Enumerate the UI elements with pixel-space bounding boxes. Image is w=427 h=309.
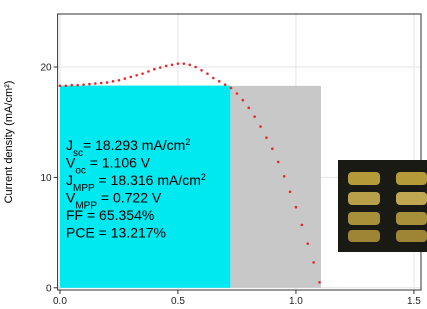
data-point [141,72,144,75]
page: {"chart_data": {"type": "scatter", "y_la… [0,0,427,309]
data-point [159,66,162,69]
y-tick-label: 10 [40,173,52,184]
data-point [218,80,221,83]
y-tick-label: 0 [46,283,52,294]
y-axis-label: Current density (mA/cm²) [3,81,15,204]
data-point [301,224,304,227]
data-point [135,74,138,77]
data-point [200,69,203,72]
annotation-part: 2 [185,137,190,147]
data-point [318,281,321,284]
annotation-part: J [66,172,73,188]
annotation-part: MPP [73,183,95,194]
data-point [247,107,250,110]
data-point [106,81,109,84]
data-point [271,147,274,150]
annotation-part: J [66,137,73,153]
annotation-part: = 1.106 V [86,155,151,171]
data-point [206,72,209,75]
annotation: FF = 65.354% [66,207,154,223]
data-point [306,242,309,245]
data-point [153,68,156,71]
data-point [94,82,97,85]
area-box [230,86,321,288]
data-point [59,84,62,87]
data-point [76,84,79,87]
data-point [70,84,73,87]
data-point [129,76,132,79]
y-tick-label: 20 [40,62,52,73]
data-point [88,83,91,86]
data-point [242,99,245,102]
annotation-part: = 0.722 V [97,190,162,206]
data-point [100,82,103,85]
annotation-part: oc [75,165,86,176]
annotation-part: FF = 65.354% [66,207,154,223]
data-point [65,84,68,87]
data-point [112,80,115,83]
data-point [312,261,315,264]
data-point [253,115,256,118]
data-point [177,62,180,65]
annotation-part: 2 [201,172,206,182]
data-point [277,161,280,164]
device-photo [338,160,427,252]
data-point [165,65,168,68]
x-tick-label: 0.0 [53,296,67,307]
annotation-part: = 18.293 mA/cm [83,137,185,153]
x-tick-label: 0.5 [171,296,185,307]
annotation-part: PCE = 13.217% [66,225,166,241]
data-point [295,206,298,209]
data-point [82,83,85,86]
data-point [265,136,268,139]
data-point [283,175,286,178]
data-point [118,79,121,82]
data-point [289,190,292,193]
data-point [259,125,262,128]
chart: 0.0 0.5 1.0 1.5 0 10 20 Current density (mA/cm²… [0,0,427,309]
data-point [194,66,197,69]
data-point [230,87,233,90]
data-point [183,62,186,65]
data-point [224,83,227,86]
data-point [171,63,174,66]
annotation: PCE = 13.217% [66,225,166,241]
x-tick-label: 1.5 [407,296,421,307]
data-point [212,77,215,80]
annotation-part: = 18.316 mA/cm [95,172,201,188]
data-point [188,63,191,66]
data-point [147,70,150,73]
data-point [236,92,239,95]
x-tick-label: 1.0 [289,296,303,307]
data-point [124,77,127,80]
